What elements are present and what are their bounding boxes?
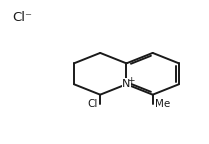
Text: +: + [127, 76, 135, 85]
Text: Cl⁻: Cl⁻ [13, 11, 33, 24]
Text: N: N [122, 78, 131, 89]
Text: Cl: Cl [88, 99, 98, 109]
Text: Me: Me [155, 99, 170, 109]
